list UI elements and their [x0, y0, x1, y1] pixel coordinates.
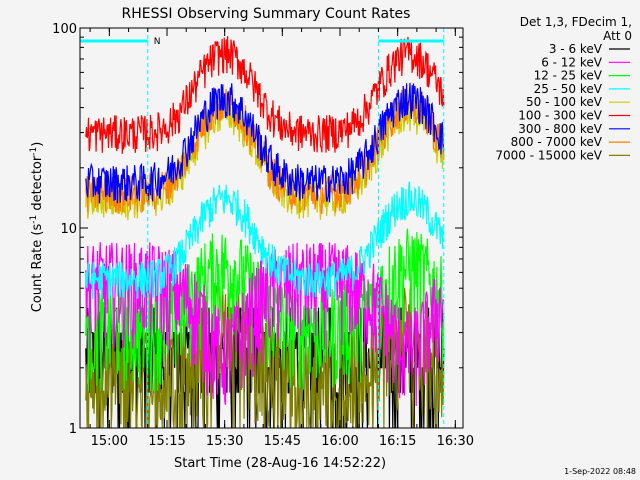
- y-axis-label-sup2: -1: [29, 147, 39, 156]
- y-axis-label: Count Rate (s-1 detector-1): [29, 142, 45, 313]
- legend-label-300-800-kev: 300 - 800 keV: [518, 122, 602, 136]
- legend-header-line-2: Att 0: [603, 29, 632, 43]
- legend-label-3-6-kev: 3 - 6 keV: [549, 42, 603, 56]
- x-tick-label-0: 15:00: [91, 434, 128, 449]
- y-axis-label-end: ): [30, 142, 45, 147]
- y-tick-label-2: 100: [52, 22, 77, 37]
- legend-label-100-300-kev: 100 - 300 keV: [518, 109, 602, 123]
- x-tick-label-4: 16:00: [321, 434, 358, 449]
- x-tick-label-1: 15:15: [148, 434, 185, 449]
- legend-label-800-7000-kev: 800 - 7000 keV: [511, 135, 603, 149]
- x-tick-label-3: 15:45: [264, 434, 301, 449]
- legend-header-line-1: Det 1,3, FDecim 1,: [520, 15, 632, 29]
- flag-label-0: N: [154, 37, 161, 47]
- timestamp: 1-Sep-2022 08:48: [564, 467, 636, 476]
- y-axis-label-rest: detector: [30, 155, 45, 215]
- legend-label-25-50-kev: 25 - 50 keV: [534, 82, 603, 96]
- legend-label-7000-15000-kev: 7000 - 15000 keV: [495, 148, 602, 162]
- series-line-300-800-kev: [85, 82, 445, 204]
- series-line-25-50-kev: [85, 181, 444, 300]
- chart-title: RHESSI Observing Summary Count Rates: [122, 6, 411, 22]
- legend-label-12-25-kev: 12 - 25 keV: [534, 69, 603, 83]
- x-tick-label-5: 16:15: [379, 434, 416, 449]
- x-axis-label: Start Time (28-Aug-16 14:52:22): [174, 456, 386, 471]
- series-line-100-300-kev: [85, 36, 445, 154]
- x-tick-label-6: 16:30: [437, 434, 474, 449]
- y-axis-label-main: Count Rate (s: [30, 224, 45, 313]
- x-tick-label-2: 15:30: [206, 434, 243, 449]
- y-axis-label-sup: -1: [29, 215, 39, 224]
- legend-label-6-12-kev: 6 - 12 keV: [541, 55, 603, 69]
- series-line-6-12-kev: [85, 242, 445, 407]
- legend-label-50-100-kev: 50 - 100 keV: [526, 95, 603, 109]
- y-tick-label-1: 10: [60, 222, 77, 237]
- y-tick-label-0: 1: [69, 422, 77, 437]
